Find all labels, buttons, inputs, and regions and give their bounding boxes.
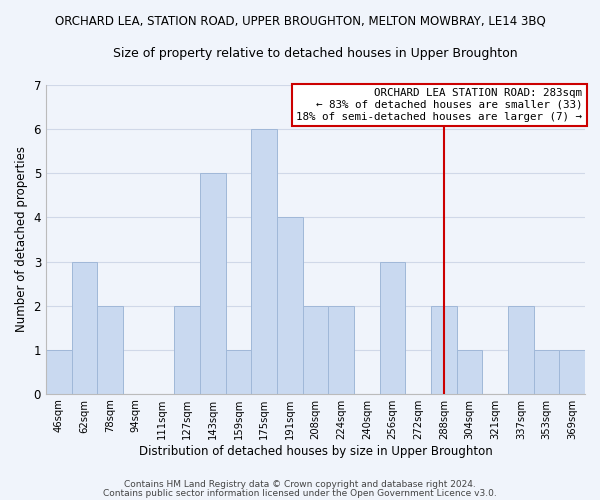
Bar: [46, 350, 71, 394]
Text: Contains HM Land Registry data © Crown copyright and database right 2024.: Contains HM Land Registry data © Crown c…: [124, 480, 476, 489]
Bar: [431, 306, 457, 394]
Text: Contains public sector information licensed under the Open Government Licence v3: Contains public sector information licen…: [103, 488, 497, 498]
Bar: [380, 262, 406, 394]
Text: ORCHARD LEA STATION ROAD: 283sqm
← 83% of detached houses are smaller (33)
18% o: ORCHARD LEA STATION ROAD: 283sqm ← 83% o…: [296, 88, 583, 122]
Bar: [328, 306, 354, 394]
Text: ORCHARD LEA, STATION ROAD, UPPER BROUGHTON, MELTON MOWBRAY, LE14 3BQ: ORCHARD LEA, STATION ROAD, UPPER BROUGHT…: [55, 15, 545, 28]
Title: Size of property relative to detached houses in Upper Broughton: Size of property relative to detached ho…: [113, 48, 518, 60]
Bar: [251, 130, 277, 394]
Bar: [533, 350, 559, 394]
Bar: [277, 218, 302, 394]
Bar: [559, 350, 585, 394]
Bar: [508, 306, 533, 394]
Bar: [97, 306, 123, 394]
Bar: [457, 350, 482, 394]
Y-axis label: Number of detached properties: Number of detached properties: [15, 146, 28, 332]
Bar: [174, 306, 200, 394]
Bar: [71, 262, 97, 394]
Bar: [200, 174, 226, 394]
X-axis label: Distribution of detached houses by size in Upper Broughton: Distribution of detached houses by size …: [139, 444, 493, 458]
Bar: [226, 350, 251, 394]
Bar: [302, 306, 328, 394]
